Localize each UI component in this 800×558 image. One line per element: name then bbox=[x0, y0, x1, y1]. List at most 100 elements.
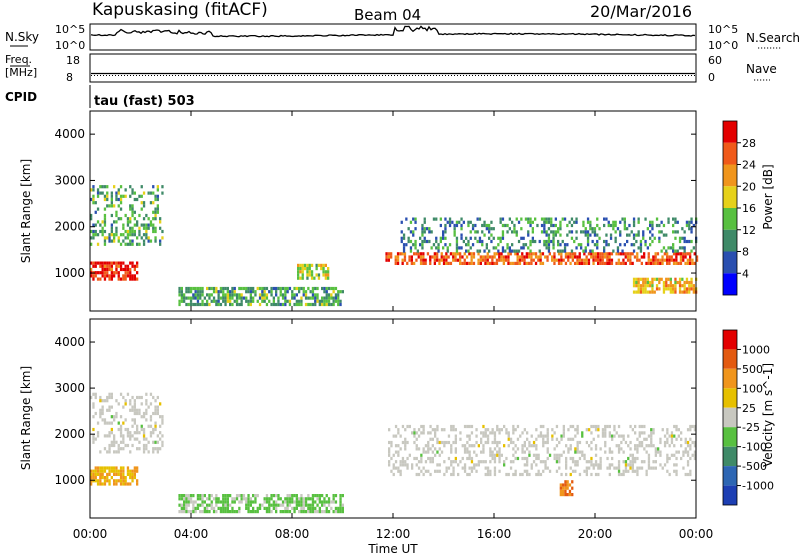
power-echo-cell bbox=[570, 230, 574, 234]
power-echo-cell bbox=[444, 243, 447, 247]
power-echo-cell bbox=[452, 255, 455, 259]
power-echo-cell bbox=[106, 194, 109, 198]
velocity-echo-cell bbox=[298, 497, 301, 501]
velocity-echo-cell bbox=[459, 460, 462, 464]
power-echo-cell bbox=[566, 223, 569, 228]
power-echo-cell bbox=[142, 204, 146, 208]
power-echo-cell bbox=[692, 287, 695, 291]
velocity-echo-cell bbox=[295, 497, 298, 501]
velocity-echo-cell bbox=[113, 482, 116, 486]
power-echo-cell bbox=[103, 277, 107, 281]
velocity-echo-cell bbox=[640, 431, 644, 435]
velocity-echo-cell bbox=[594, 447, 598, 451]
velocity-echo-cell bbox=[286, 506, 289, 510]
velocity-echo-cell bbox=[103, 421, 107, 425]
power-echo-cell bbox=[545, 217, 548, 221]
power-echo-cell bbox=[552, 246, 555, 250]
velocity-echo-cell bbox=[438, 463, 441, 467]
power-echo-cell bbox=[573, 239, 576, 244]
velocity-echo-cell bbox=[526, 463, 529, 467]
velocity-echo-cell bbox=[106, 476, 109, 480]
power-echo-cell bbox=[534, 217, 537, 221]
power-echo-cell bbox=[501, 223, 505, 228]
power-echo-cell bbox=[507, 258, 510, 262]
velocity-echo-cell bbox=[138, 431, 141, 435]
velocity-echo-cell bbox=[503, 444, 506, 448]
power-echo-cell bbox=[632, 249, 636, 253]
power-ytick-label: 3000 bbox=[54, 173, 85, 187]
velocity-echo-cell bbox=[650, 434, 653, 438]
power-echo-cell bbox=[126, 274, 130, 278]
power-echo-cell bbox=[514, 252, 517, 256]
power-echo-cell bbox=[258, 293, 262, 297]
power-echo-cell bbox=[515, 230, 518, 234]
velocity-echo-cell bbox=[417, 434, 421, 438]
velocity-echo-cell bbox=[90, 476, 93, 480]
velocity-echo-cell bbox=[546, 428, 549, 432]
power-echo-cell bbox=[124, 242, 127, 246]
power-echo-cell bbox=[124, 194, 127, 198]
velocity-echo-cell bbox=[156, 440, 159, 444]
velocity-echo-cell bbox=[528, 440, 531, 445]
velocity-echo-cell bbox=[390, 444, 393, 448]
power-echo-cell bbox=[530, 261, 533, 265]
velocity-echo-cell bbox=[643, 447, 646, 451]
velocity-echo-cell bbox=[99, 395, 102, 400]
velocity-echo-cell bbox=[222, 510, 225, 514]
velocity-echo-cell bbox=[684, 450, 687, 454]
power-echo-cell bbox=[217, 293, 220, 297]
power-echo-cell bbox=[677, 252, 680, 256]
power-echo-cell bbox=[199, 293, 202, 297]
power-echo-cell bbox=[589, 227, 592, 231]
velocity-echo-cell bbox=[122, 469, 125, 473]
velocity-echo-cell bbox=[486, 466, 490, 470]
power-echo-cell bbox=[110, 191, 113, 195]
power-echo-cell bbox=[493, 261, 496, 265]
power-echo-cell bbox=[402, 233, 406, 237]
velocity-colorbar-label: Velocity [m s^-1] bbox=[761, 363, 775, 467]
velocity-echo-cell bbox=[117, 402, 120, 406]
power-echo-cell bbox=[400, 239, 403, 244]
power-echo-cell bbox=[301, 267, 304, 271]
velocity-echo-cell bbox=[152, 431, 155, 435]
velocity-echo-cell bbox=[339, 500, 342, 504]
velocity-echo-cell bbox=[92, 415, 95, 419]
velocity-echo-cell bbox=[101, 476, 104, 480]
power-echo-cell bbox=[483, 223, 486, 228]
velocity-echo-cell bbox=[272, 494, 275, 498]
velocity-echo-cell bbox=[307, 510, 310, 514]
velocity-echo-cell bbox=[115, 479, 118, 483]
velocity-echo-cell bbox=[341, 510, 344, 514]
power-echo-cell bbox=[690, 277, 693, 281]
velocity-echo-cell bbox=[115, 440, 118, 444]
velocity-echo-cell bbox=[480, 460, 483, 464]
velocity-echo-cell bbox=[291, 506, 294, 510]
power-echo-cell bbox=[606, 261, 609, 265]
power-echo-cell bbox=[452, 258, 455, 262]
velocity-echo-cell bbox=[183, 494, 186, 498]
power-echo-cell bbox=[96, 188, 100, 192]
power-echo-cell bbox=[124, 274, 127, 278]
power-echo-cell bbox=[252, 296, 255, 300]
velocity-echo-cell bbox=[443, 428, 446, 432]
velocity-echo-cell bbox=[192, 500, 195, 504]
power-echo-cell bbox=[142, 233, 146, 237]
velocity-echo-cell bbox=[106, 434, 109, 438]
velocity-echo-cell bbox=[224, 497, 227, 501]
velocity-echo-cell bbox=[332, 510, 335, 514]
power-echo-cell bbox=[284, 299, 287, 303]
power-echo-cell bbox=[238, 302, 241, 307]
power-echo-cell bbox=[672, 252, 676, 256]
velocity-echo-cell bbox=[537, 456, 540, 461]
power-echo-cell bbox=[585, 255, 588, 259]
power-echo-cell bbox=[126, 267, 130, 272]
power-echo-cell bbox=[575, 217, 578, 221]
power-echo-cell bbox=[99, 261, 102, 265]
power-echo-cell bbox=[684, 252, 687, 256]
velocity-echo-cell bbox=[136, 437, 139, 441]
velocity-echo-cell bbox=[546, 440, 549, 445]
velocity-echo-cell bbox=[187, 503, 190, 507]
freq-tick-top: 18 bbox=[66, 54, 80, 67]
power-echo-cell bbox=[479, 255, 482, 259]
